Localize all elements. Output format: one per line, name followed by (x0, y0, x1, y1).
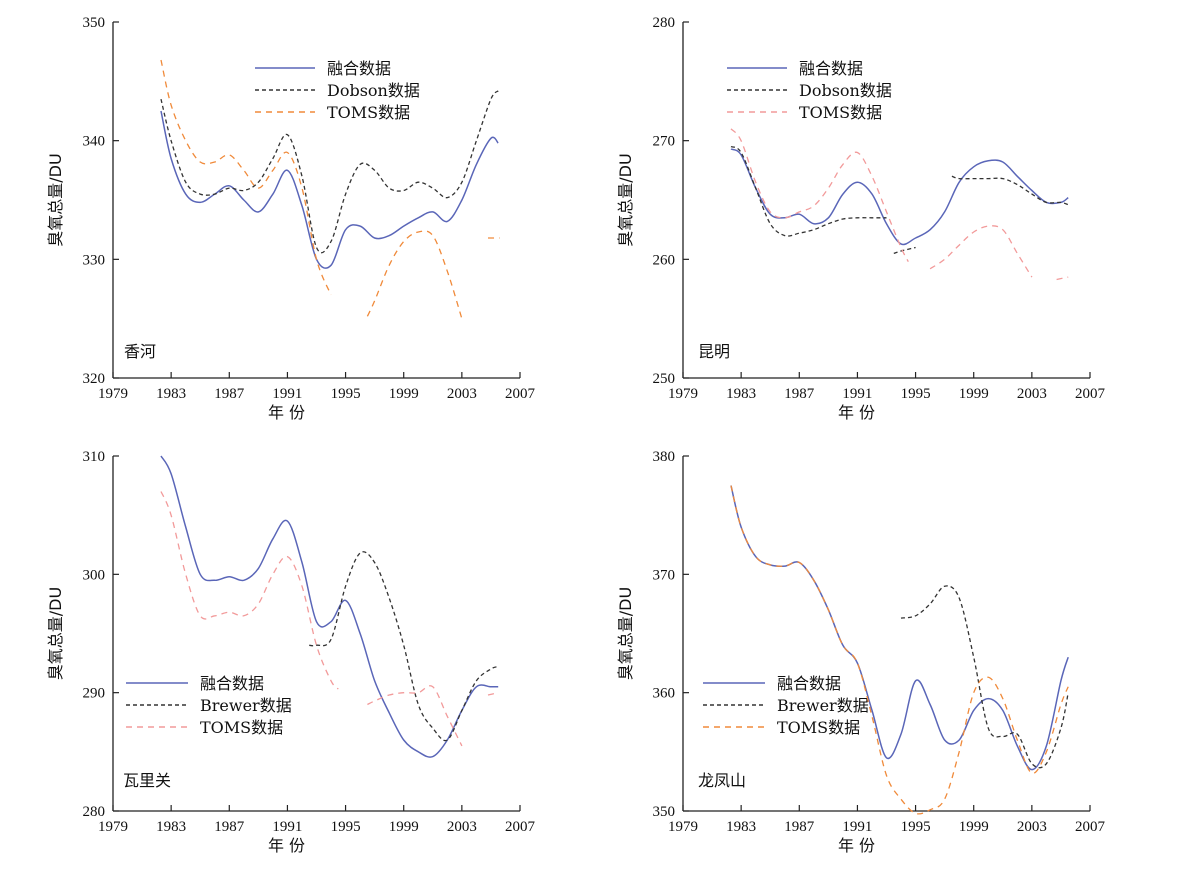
y-tick-label: 360 (653, 686, 676, 702)
x-tick-label: 1991 (842, 819, 872, 835)
y-tick-label: 310 (83, 449, 106, 465)
legend-label: Brewer数据 (777, 696, 869, 715)
x-tick-label: 2003 (447, 386, 477, 402)
y-tick-label: 260 (653, 252, 676, 268)
y-tick-label: 290 (83, 686, 106, 702)
x-tick-label: 2007 (505, 386, 536, 402)
series-line-3 (929, 225, 1033, 278)
series-line-3 (487, 692, 499, 696)
station-label: 龙凤山 (698, 771, 746, 790)
x-axis-title: 年 份 (268, 403, 305, 422)
x-tick-label: 2007 (1075, 386, 1106, 402)
x-tick-label: 2003 (447, 819, 477, 835)
chart-panel-waliguan: 1979 1983 1987 1991 1995 1999 2003 2007 280 290 30… (46, 449, 536, 855)
legend-label: TOMS数据 (200, 718, 283, 737)
series-line-3 (730, 128, 909, 262)
x-tick-label: 1987 (214, 819, 245, 835)
legend-label: 融合数据 (777, 674, 841, 693)
legend-label: 融合数据 (200, 674, 264, 693)
x-tick-label: 1999 (959, 819, 989, 835)
x-tick-label: 1987 (784, 819, 815, 835)
series-line-2 (730, 145, 887, 237)
series-line-2 (900, 585, 1069, 769)
x-tick-label: 1991 (272, 819, 302, 835)
y-tick-label: 320 (83, 371, 106, 387)
series-line-3 (160, 491, 339, 690)
y-tick-label: 280 (653, 15, 676, 31)
x-tick-label: 1979 (668, 819, 698, 835)
series-line-3 (367, 685, 463, 747)
series-line-2 (160, 90, 499, 254)
x-axis-title: 年 份 (268, 836, 305, 855)
series-line-3 (730, 485, 1069, 815)
y-tick-label: 350 (653, 804, 676, 820)
y-tick-label: 350 (83, 15, 106, 31)
x-tick-label: 1995 (901, 819, 931, 835)
x-tick-label: 1979 (668, 386, 698, 402)
series-line-3 (160, 59, 332, 296)
legend-label: Brewer数据 (200, 696, 292, 715)
legend-label: TOMS数据 (327, 103, 410, 122)
x-tick-label: 1999 (959, 386, 989, 402)
x-tick-label: 1983 (726, 386, 756, 402)
chart-panel-xianghe: 1979 1983 1987 1991 1995 1999 2003 2007 320 330 34… (46, 15, 536, 422)
x-tick-label: 1983 (156, 819, 186, 835)
legend-label: Dobson数据 (799, 81, 892, 100)
y-axis-title: 臭氧总量/DU (616, 153, 635, 246)
x-tick-label: 1995 (331, 386, 361, 402)
series-line-1 (730, 485, 1069, 771)
series-line-2 (893, 246, 916, 255)
y-tick-label: 380 (653, 449, 676, 465)
y-tick-label: 340 (83, 134, 106, 150)
chart-panel-longfengshan: 1979 1983 1987 1991 1995 1999 2003 2007 350 360 37… (616, 449, 1106, 855)
station-label: 香河 (124, 342, 156, 361)
series-line-2 (951, 175, 1069, 206)
x-tick-label: 1999 (389, 386, 419, 402)
series-line-2 (309, 551, 499, 742)
x-tick-label: 1995 (331, 819, 361, 835)
x-tick-label: 1987 (784, 386, 815, 402)
station-label: 昆明 (698, 342, 730, 361)
x-tick-label: 1995 (901, 386, 931, 402)
series-line-1 (730, 148, 1069, 246)
legend-label: Dobson数据 (327, 81, 420, 100)
y-tick-label: 270 (653, 134, 676, 150)
x-tick-label: 1983 (156, 386, 186, 402)
x-tick-label: 1979 (98, 386, 128, 402)
legend-label: 融合数据 (799, 59, 863, 78)
legend-label: TOMS数据 (777, 718, 860, 737)
y-axis-title: 臭氧总量/DU (46, 587, 65, 680)
series-line-3 (1056, 276, 1069, 281)
y-tick-label: 280 (83, 804, 106, 820)
x-tick-label: 1991 (842, 386, 872, 402)
x-tick-label: 2007 (1075, 819, 1106, 835)
y-tick-label: 300 (83, 567, 106, 583)
series-line-3 (366, 230, 463, 319)
legend-label: 融合数据 (327, 59, 391, 78)
x-tick-label: 2003 (1017, 819, 1047, 835)
x-tick-label: 1987 (214, 386, 245, 402)
x-axis-title: 年 份 (838, 403, 875, 422)
x-tick-label: 1983 (726, 819, 756, 835)
x-tick-label: 1979 (98, 819, 128, 835)
legend-label: TOMS数据 (799, 103, 882, 122)
y-tick-label: 330 (83, 252, 106, 268)
x-axis-title: 年 份 (838, 836, 875, 855)
chart-panel-kunming: 1979 1983 1987 1991 1995 1999 2003 2007 250 260 27… (616, 15, 1106, 422)
x-tick-label: 1999 (389, 819, 419, 835)
y-tick-label: 370 (653, 567, 676, 583)
y-tick-label: 250 (653, 371, 676, 387)
y-axis-title: 臭氧总量/DU (46, 153, 65, 246)
x-tick-label: 2007 (505, 819, 536, 835)
x-tick-label: 2003 (1017, 386, 1047, 402)
series-line-1 (160, 110, 499, 269)
x-tick-label: 1991 (272, 386, 302, 402)
station-label: 瓦里关 (123, 771, 171, 790)
y-axis-title: 臭氧总量/DU (616, 587, 635, 680)
